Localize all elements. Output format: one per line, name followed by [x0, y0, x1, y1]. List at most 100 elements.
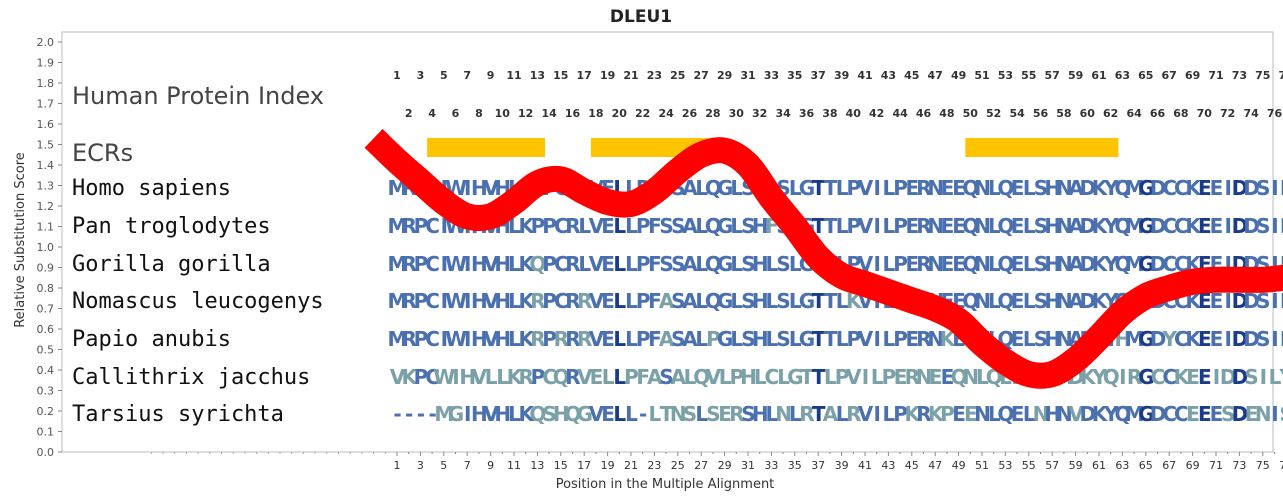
sequence-letter: K — [905, 402, 922, 426]
sequence-letter: N — [974, 214, 990, 238]
hpi-number: 73 — [1232, 69, 1247, 82]
sequence-letter: D — [1150, 252, 1166, 276]
sequence-letter: V — [858, 214, 874, 238]
sequence-letter: E — [1198, 214, 1211, 238]
sequence-letter: N — [962, 365, 978, 389]
sequence-letter: C — [1174, 327, 1188, 351]
sequence-letter: A — [1068, 176, 1084, 200]
sequence-letter: P — [846, 176, 860, 200]
x-tick-label: 59 — [1069, 459, 1083, 472]
sequence-letter: P — [414, 214, 428, 238]
sequence-letter: E — [1198, 365, 1211, 389]
x-tick-label: 43 — [881, 459, 895, 472]
hpi-number: 18 — [588, 107, 603, 120]
sequence-letter: M — [1125, 402, 1144, 426]
sequence-letter: A — [682, 327, 698, 351]
sequence-letter: E — [964, 402, 977, 426]
sequence-letter: I — [441, 252, 447, 276]
sequence-letter: L — [613, 289, 626, 313]
sequence-letter: T — [812, 327, 826, 351]
hpi-number: 24 — [658, 107, 674, 120]
sequence-letter: L — [730, 176, 743, 200]
sequence-letter: L — [625, 252, 638, 276]
sequence-letter: Q — [962, 252, 978, 276]
sequence-letter: Y — [1103, 252, 1119, 276]
sequence-letter: L — [777, 365, 790, 389]
sequence-letter: P — [729, 365, 743, 389]
sequence-letter: M — [1125, 214, 1144, 238]
x-tick-label: 75 — [1256, 459, 1270, 472]
sequence-letter: E — [601, 327, 614, 351]
sequence-letter: S — [1256, 327, 1269, 351]
hpi-number: 12 — [518, 107, 533, 120]
sequence-letter: Q — [997, 176, 1013, 200]
sequence-letter: E — [601, 402, 614, 426]
sequence-letter: H — [1044, 252, 1060, 276]
sequence-letter: P — [636, 252, 650, 276]
sequence-letter: L — [508, 214, 521, 238]
sequence-letter: C — [542, 365, 556, 389]
sequence-letter: R — [905, 365, 920, 389]
hpi-number: 14 — [541, 107, 557, 120]
hpi-number: 45 — [904, 69, 919, 82]
sequence-letter: E — [952, 252, 965, 276]
sequence-letter: R — [916, 402, 931, 426]
sequence-letter: N — [775, 402, 791, 426]
sequence-letter: P — [414, 252, 428, 276]
sequence-letter: L — [613, 402, 626, 426]
hpi-number: 29 — [717, 69, 732, 82]
sequence-letter: S — [706, 402, 719, 426]
hpi-number: 4 — [428, 107, 436, 120]
sequence-letter: F — [1280, 214, 1283, 238]
chart-title: DLEU1 — [610, 7, 672, 27]
sequence-letter: N — [927, 327, 943, 351]
sequence-letter: C — [1174, 402, 1188, 426]
sequence-letter: I — [1271, 214, 1277, 238]
hpi-number: 43 — [881, 69, 896, 82]
x-tick-label: 25 — [671, 459, 685, 472]
hpi-number: 56 — [1033, 107, 1049, 120]
sequence-letter: N — [1056, 402, 1072, 426]
hpi-number: 13 — [530, 69, 545, 82]
hpi-number: 11 — [506, 69, 521, 82]
hpi-number: 53 — [998, 69, 1013, 82]
sequence-letter: S — [1221, 402, 1234, 426]
sequence-letter: D — [1150, 402, 1166, 426]
y-tick-label: 1.2 — [37, 200, 55, 213]
sequence-letter: L — [883, 327, 896, 351]
hpi-number: 23 — [647, 69, 662, 82]
sequence-letter: H — [553, 402, 569, 426]
sequence-letter: W — [445, 289, 467, 313]
sequence-letter: - — [405, 402, 413, 426]
sequence-letter: A — [682, 252, 698, 276]
sequence-letter: P — [636, 289, 650, 313]
x-tick-label: 67 — [1162, 459, 1176, 472]
x-tick-label: 27 — [694, 459, 708, 472]
hpi-number: 71 — [1208, 69, 1223, 82]
sequence-letter: S — [741, 402, 754, 426]
sequence-letter: I — [464, 252, 470, 276]
series-layer — [364, 128, 1283, 389]
sequence-letter: F — [1280, 327, 1283, 351]
x-tick-label: 71 — [1209, 459, 1223, 472]
sequence-letter: R — [916, 176, 931, 200]
sequence-letter: L — [613, 327, 626, 351]
hpi-number: 38 — [822, 107, 837, 120]
sequence-letter: V — [589, 402, 605, 426]
sequence-letter: Q — [962, 289, 978, 313]
sequence-letter: Q — [693, 365, 709, 389]
x-tick-label: 77 — [1279, 459, 1283, 472]
sequence-letter: R — [729, 402, 744, 426]
sequence-letter: E — [1011, 327, 1024, 351]
sequence-letter: E — [905, 176, 918, 200]
sequence-letter: L — [824, 365, 837, 389]
sequence-letter: K — [1185, 327, 1202, 351]
sequence-letter: P — [893, 327, 907, 351]
sequence-letter: F — [1280, 289, 1283, 313]
y-tick-label: 2.0 — [37, 36, 55, 49]
sequence-letter: Q — [705, 289, 721, 313]
sequence-letter: S — [1034, 289, 1047, 313]
hpi-number: 10 — [495, 107, 511, 120]
sequence-letter: E — [1210, 176, 1223, 200]
sequence-letter: C — [1151, 365, 1165, 389]
